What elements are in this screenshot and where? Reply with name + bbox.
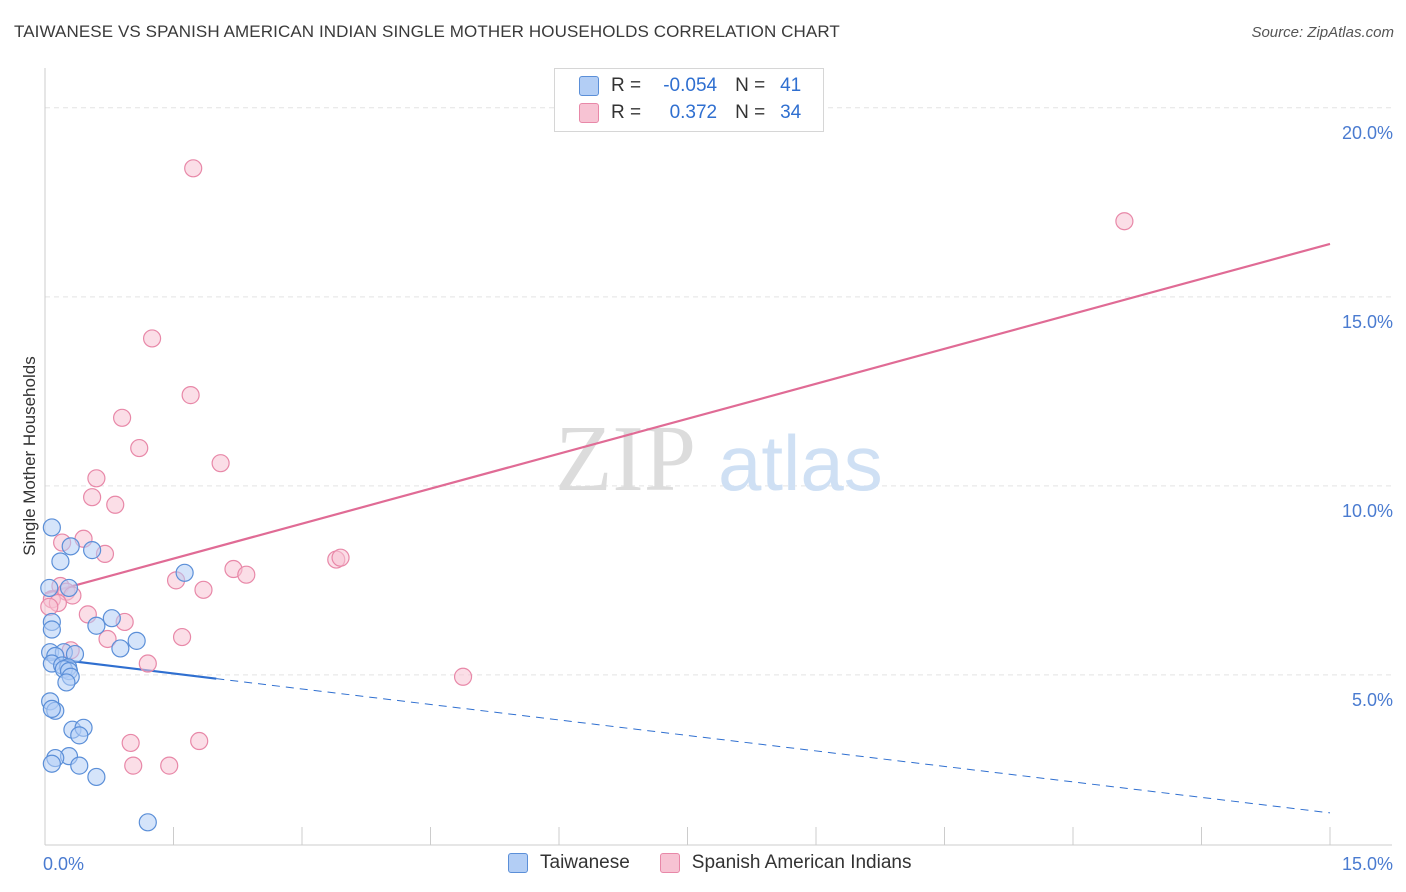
series-legend-label: Spanish American Indians — [691, 852, 912, 873]
legend-swatch-spanish — [579, 103, 599, 123]
spanish-point — [1115, 212, 1134, 231]
spanish-point — [172, 627, 192, 647]
series-legend-spanish: Spanish American Indians — [659, 852, 912, 874]
y-tick-label: 10.0% — [1342, 501, 1393, 521]
spanish-point — [142, 329, 162, 348]
stats-legend: R = -0.054 N = 41 R = 0.372 N = 34 — [554, 68, 824, 132]
series-legend-taiwanese: Taiwanese — [508, 852, 630, 874]
y-tick-label: 15.0% — [1342, 312, 1393, 332]
legend-r-value: 0.372 — [669, 102, 718, 123]
spanish-point — [331, 548, 350, 567]
taiwanese-point — [42, 518, 61, 537]
spanish-trend-line — [44, 242, 1331, 595]
taiwanese-point — [102, 609, 121, 628]
chart-title: TAIWANESE VS SPANISH AMERICAN INDIAN SIN… — [14, 22, 840, 41]
taiwanese-point — [127, 631, 146, 650]
legend-r-label: R = — [611, 102, 642, 123]
legend-r-value: -0.054 — [663, 75, 718, 96]
taiwanese-point — [61, 537, 80, 556]
spanish-point — [112, 408, 132, 427]
y-axis-label: Single Mother Households — [20, 356, 39, 555]
taiwanese-point — [175, 563, 194, 582]
series-legend: Taiwanese Spanish American Indians — [508, 852, 941, 874]
taiwanese-point — [59, 578, 79, 598]
taiwanese-point — [70, 726, 89, 745]
legend-n-label: N = — [735, 75, 766, 96]
spanish-point — [87, 469, 106, 488]
legend-row-taiwanese: R = -0.054 N = 41 — [579, 74, 801, 98]
spanish-point — [124, 756, 143, 775]
axes — [44, 68, 1392, 846]
trend-lines — [44, 242, 1331, 814]
y-tick-label: 20.0% — [1342, 123, 1393, 143]
x-tick-labels: 0.0% 15.0% — [43, 854, 1393, 874]
spanish-point — [453, 667, 473, 686]
spanish-point — [130, 438, 149, 458]
spanish-point — [211, 454, 230, 473]
spanish-point — [194, 580, 213, 599]
taiwanese-point — [87, 616, 106, 635]
watermark-zip: ZIP — [555, 407, 696, 511]
taiwanese-point — [138, 813, 157, 832]
legend-r-label: R = — [611, 75, 642, 96]
source-credit: Source: ZipAtlas.com — [1251, 24, 1394, 41]
series-swatch-spanish — [659, 853, 680, 873]
spanish-point — [184, 159, 203, 178]
spanish-point — [237, 565, 256, 584]
taiwanese-point — [87, 767, 106, 787]
spanish-point — [83, 488, 102, 507]
x-tick-label: 0.0% — [43, 854, 84, 874]
taiwanese-point — [111, 639, 130, 658]
series-swatch-taiwanese — [508, 853, 528, 873]
legend-n-label: N = — [735, 102, 766, 123]
spanish-point — [40, 597, 59, 616]
spanish-point — [138, 654, 157, 673]
spanish-point — [190, 731, 209, 751]
x-tick-label: 15.0% — [1342, 854, 1393, 874]
taiwanese-point — [51, 552, 70, 571]
legend-n-value: 41 — [780, 75, 802, 96]
taiwanese-trend-extension — [216, 678, 1331, 814]
series-legend-label: Taiwanese — [540, 852, 630, 873]
y-tick-label: 5.0% — [1352, 690, 1393, 710]
taiwanese-point — [40, 578, 59, 598]
watermark-atlas: atlas — [718, 419, 883, 507]
taiwanese-point — [42, 699, 61, 719]
legend-row-spanish: R = 0.372 N = 34 — [579, 101, 801, 125]
y-tick-labels: 5.0% 10.0% 15.0% 20.0% — [1342, 123, 1393, 710]
taiwanese-point — [70, 756, 89, 775]
taiwanese-point — [57, 673, 76, 692]
spanish-point — [121, 733, 140, 753]
taiwanese-point — [42, 620, 61, 639]
taiwanese-point — [83, 541, 102, 560]
spanish-point — [160, 756, 179, 775]
legend-n-value: 34 — [780, 102, 802, 123]
taiwanese-point — [42, 754, 61, 773]
data-points — [40, 159, 1134, 832]
spanish-point — [181, 386, 200, 405]
legend-swatch-taiwanese — [579, 76, 599, 96]
watermark: ZIP atlas — [555, 407, 883, 511]
grid-lines — [45, 107, 1392, 676]
spanish-point — [98, 629, 117, 649]
spanish-point — [106, 495, 125, 514]
